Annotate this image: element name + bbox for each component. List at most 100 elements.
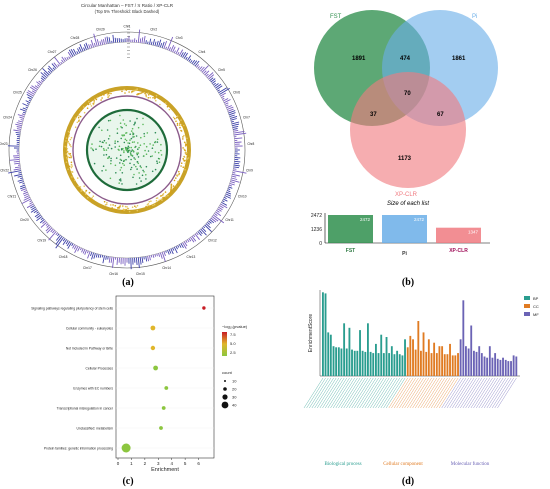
outer-track-mark (96, 39, 100, 46)
outer-track-mark (226, 105, 232, 109)
middle-track-point (108, 94, 111, 97)
chromosome-label: Chr2 (150, 27, 157, 31)
inner-track-point (123, 151, 125, 154)
outer-track-mark (90, 39, 95, 48)
inner-track-point (123, 134, 125, 136)
outer-track-mark (209, 219, 215, 224)
inner-track-point (105, 149, 108, 151)
inner-track-point (140, 166, 142, 169)
inner-track-point (129, 152, 132, 154)
outer-track-mark (47, 67, 53, 73)
outer-track-mark (187, 55, 192, 61)
outer-track-mark (180, 243, 184, 249)
outer-track-mark (81, 248, 84, 253)
inner-track-point (156, 160, 158, 162)
middle-track-point (69, 138, 72, 141)
middle-track-point (126, 206, 128, 208)
go-bar (491, 357, 494, 376)
outer-track-mark (228, 112, 236, 116)
chromosome-label: Chr25 (13, 90, 22, 94)
venn-label-xpclr: XP-CLR (395, 192, 418, 198)
venn-count-xpclr-only: 1173 (398, 156, 412, 162)
outer-track-mark (230, 118, 237, 121)
go-term-label-line (362, 377, 382, 409)
inner-track-point (140, 180, 142, 182)
chromosome-label: Chr19 (37, 239, 46, 243)
middle-track-point (111, 89, 113, 91)
category-label: Protein families: genetic information pr… (44, 447, 113, 451)
outer-track-mark (201, 227, 207, 233)
middle-track-point (86, 107, 89, 109)
go-term-label-line (438, 377, 459, 409)
outer-track-mark (208, 74, 215, 80)
outer-track-mark (101, 255, 104, 258)
middle-track-point (71, 170, 73, 173)
outer-track-mark (209, 77, 214, 81)
go-bar (502, 357, 504, 376)
go-term-label-line (327, 377, 348, 409)
middle-track-point (176, 115, 179, 117)
size-xtick-label: XP-CLR (449, 248, 468, 254)
inner-track-point (137, 156, 140, 158)
outer-track-mark (114, 37, 117, 43)
category-label: Cellular Processes (86, 367, 114, 371)
outer-track-mark (41, 75, 46, 80)
outer-track-mark (201, 65, 209, 73)
outer-track-mark (9, 158, 20, 161)
inner-track-point (114, 140, 116, 142)
middle-track-point (136, 204, 139, 207)
middle-track-point (144, 92, 146, 95)
go-bar (351, 349, 353, 376)
outer-track-mark (163, 251, 166, 257)
go-term-label-line (475, 377, 496, 409)
x-tick-label: 5 (184, 461, 187, 466)
go-term-label-line (367, 377, 387, 409)
go-bar (367, 323, 369, 376)
outer-track-mark (139, 38, 142, 43)
inner-track-point (137, 152, 140, 154)
outer-track-mark (227, 188, 231, 191)
outer-track-mark (36, 211, 39, 214)
inner-track-point (117, 140, 119, 143)
middle-track-point (85, 190, 88, 192)
outer-track-mark (224, 195, 231, 199)
group-label: Biological process (324, 462, 361, 467)
middle-track-point (154, 97, 156, 100)
inner-track-point (101, 129, 103, 132)
inner-track-point (123, 159, 126, 162)
inner-track-point (105, 169, 107, 171)
outer-track-mark (17, 179, 24, 182)
outer-track-mark (43, 72, 49, 77)
go-term-label-line (420, 377, 440, 409)
inner-track-point (107, 119, 110, 122)
inner-track-point (160, 154, 163, 156)
category-label: Not Included in Pathway or Brite (66, 347, 113, 351)
middle-track-point (70, 136, 73, 139)
middle-track-point (147, 94, 150, 96)
outer-track-mark (154, 254, 157, 257)
inner-track-point (158, 158, 161, 160)
middle-track-point (160, 198, 163, 200)
middle-track-point (184, 162, 187, 165)
outer-track-mark (218, 87, 228, 94)
outer-track-mark (20, 177, 23, 180)
inner-track-point (145, 178, 147, 180)
middle-track-point (172, 185, 175, 187)
panel-d-go-bars: EnrichmentScore Biological process Cellula… (303, 290, 539, 467)
go-bar (459, 339, 462, 376)
outer-track-mark (25, 100, 31, 104)
bubble-point (150, 325, 156, 331)
go-bar (465, 346, 467, 376)
outer-track-mark (14, 166, 21, 169)
outer-track-mark (73, 48, 77, 55)
outer-track-mark (108, 37, 111, 44)
go-bar (404, 339, 406, 376)
go-term-label-line (332, 377, 353, 409)
go-term-label-line (404, 377, 424, 409)
middle-track-point (180, 165, 182, 167)
go-term-label-line (340, 377, 361, 409)
go-bar (382, 353, 385, 376)
go-bar (345, 348, 348, 376)
inner-track-point (122, 147, 124, 150)
outer-track-mark (154, 41, 157, 46)
